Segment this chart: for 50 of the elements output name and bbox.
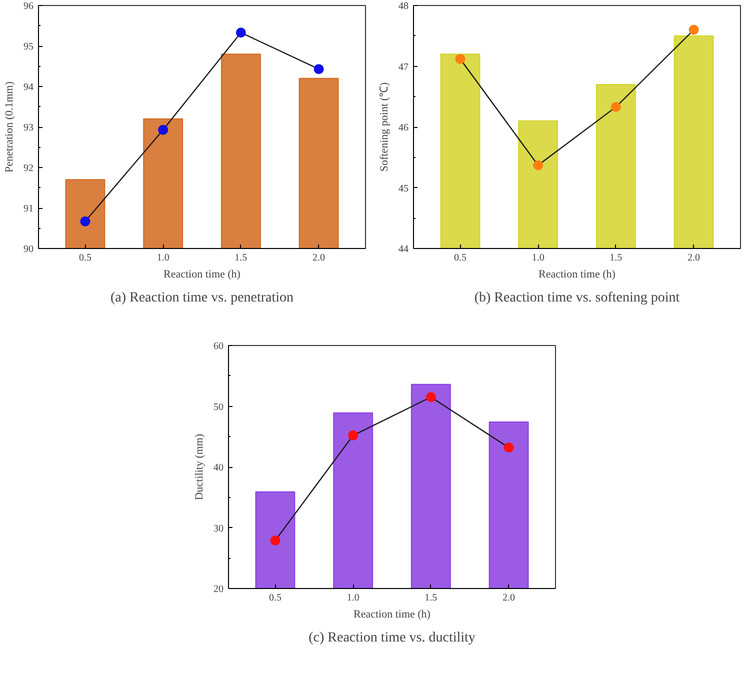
x-tick-label: 2.0 [688, 252, 700, 264]
x-tick-label: 2.0 [312, 252, 326, 264]
point [688, 24, 699, 35]
x-tick-label: 0.5 [78, 252, 92, 264]
x-tick-label: 1.0 [346, 592, 360, 604]
point [314, 64, 324, 74]
x-tick-label: 1.5 [610, 252, 622, 264]
x-axis-title: Reaction time (h) [538, 268, 616, 280]
point [80, 216, 90, 226]
text: (c) Reaction time vs. ductility [308, 630, 476, 646]
point [348, 430, 358, 440]
y-tick-label: 30 [214, 523, 224, 534]
point [236, 28, 246, 38]
y-axis-title: Softening point (℃) [378, 82, 390, 172]
point [426, 392, 436, 402]
x-tick-label: 0.5 [268, 592, 282, 604]
x-tick-label: 1.0 [156, 252, 170, 264]
x-axis-title: Reaction time (h) [164, 268, 241, 280]
y-tick-label: 48 [398, 1, 408, 12]
y-tick-label: 91 [24, 204, 34, 214]
y-tick-label: 94 [24, 82, 34, 93]
y-tick-label: 46 [398, 122, 408, 134]
y-tick-label: 44 [398, 244, 408, 255]
y-tick-label: 95 [24, 42, 34, 52]
text: (a) Reaction time vs. penetration [110, 290, 294, 306]
x-tick-label: 0.5 [454, 252, 466, 264]
y-tick-label: 93 [24, 122, 34, 134]
y-tick-label: 40 [214, 462, 224, 474]
y-tick-label: 45 [398, 183, 408, 194]
point [610, 102, 621, 112]
x-tick-label: 2.0 [502, 592, 516, 604]
point [533, 160, 544, 170]
x-tick-label: 1.0 [532, 252, 544, 264]
y-tick-label: 60 [214, 341, 224, 352]
y-tick-label: 20 [214, 584, 224, 595]
text: (b) Reaction time vs. softening point [474, 290, 680, 306]
point [158, 124, 168, 135]
point [455, 54, 466, 64]
y-axis-title: Ductility (mm) [194, 434, 206, 500]
x-tick-label: 1.5 [234, 252, 248, 264]
point [270, 536, 280, 546]
y-tick-label: 90 [24, 244, 34, 255]
y-tick-label: 92 [24, 163, 34, 174]
y-tick-label: 96 [24, 1, 34, 12]
y-tick-label: 47 [398, 62, 408, 73]
y-axis-title: Penetration (0.1mm) [4, 81, 16, 173]
x-axis-title: Reaction time (h) [354, 608, 431, 620]
y-tick-label: 50 [214, 402, 224, 413]
x-tick-label: 1.5 [424, 592, 438, 604]
point [504, 442, 514, 453]
